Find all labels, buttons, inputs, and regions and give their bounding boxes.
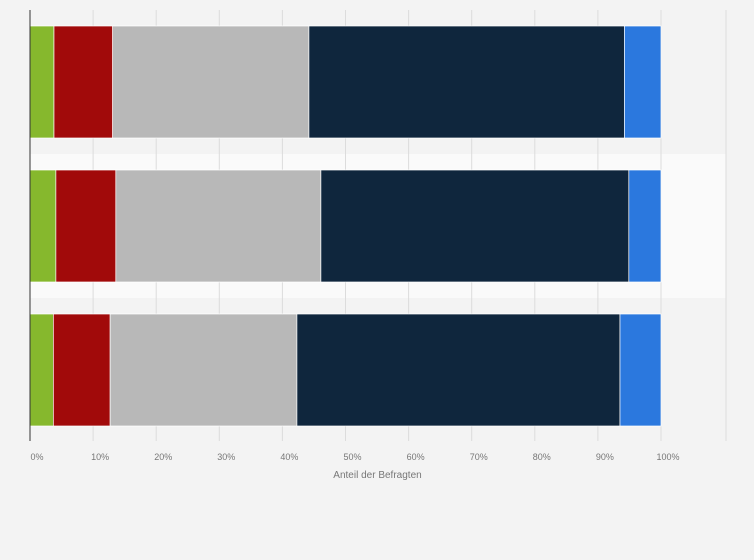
x-tick-label: 100% xyxy=(656,452,679,462)
x-tick-label: 30% xyxy=(217,452,235,462)
bar-segment xyxy=(320,169,630,283)
x-tick-label: 20% xyxy=(154,452,172,462)
bar-segment xyxy=(308,25,625,139)
x-tick-labels: 0% 10% 20% 30% 40% 50% 60% 70% 80% 90% 100% xyxy=(30,452,679,462)
x-tick-label: 70% xyxy=(470,452,488,462)
bar-segment xyxy=(29,313,54,427)
x-tick-label: 60% xyxy=(407,452,425,462)
x-tick-label: 10% xyxy=(91,452,109,462)
bar-segment xyxy=(296,313,621,427)
x-tick-label: 50% xyxy=(343,452,361,462)
bars xyxy=(29,25,662,427)
bar-segment xyxy=(53,25,114,139)
bar-segment xyxy=(624,25,662,139)
x-tick-label: 40% xyxy=(280,452,298,462)
bar-segment xyxy=(619,313,662,427)
x-tick-label: 0% xyxy=(30,452,43,462)
bar-segment xyxy=(112,25,310,139)
x-tick-label: 80% xyxy=(533,452,551,462)
bar-segment xyxy=(55,169,117,283)
bar-segment xyxy=(29,25,55,139)
bar-segment xyxy=(115,169,322,283)
x-axis-title: Anteil der Befragten xyxy=(333,470,421,481)
bar-segment xyxy=(52,313,111,427)
bar-segment xyxy=(29,169,57,283)
bar-segment xyxy=(109,313,298,427)
x-tick-label: 90% xyxy=(596,452,614,462)
bar-segment xyxy=(628,169,662,283)
